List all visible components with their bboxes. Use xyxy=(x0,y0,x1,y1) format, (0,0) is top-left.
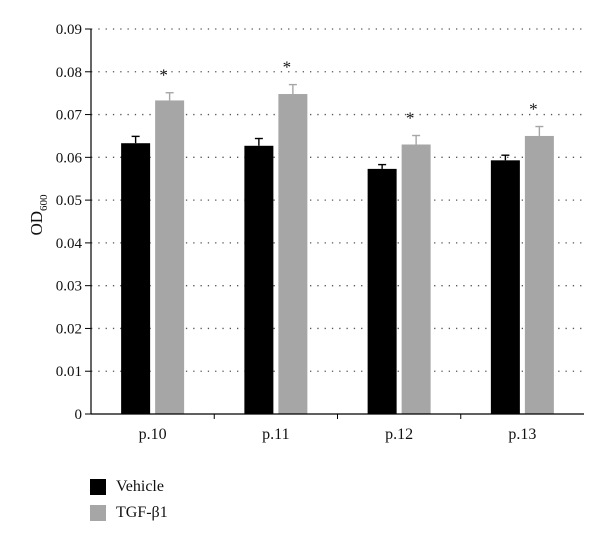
y-axis-label: OD600 xyxy=(27,194,50,236)
legend-label-vehicle: Vehicle xyxy=(116,478,164,495)
legend-swatch-vehicle xyxy=(90,479,106,495)
bar-vehicle xyxy=(121,143,151,414)
y-tick-label: 0.04 xyxy=(56,236,83,252)
legend-label-tgf-beta1: TGF-β1 xyxy=(116,504,168,521)
y-tick-label: 0 xyxy=(75,407,83,423)
y-tick-label: 0.05 xyxy=(56,193,82,209)
y-tick-label: 0.02 xyxy=(56,321,82,337)
bar-tgf-beta1 xyxy=(524,135,554,414)
y-axis-label-main: OD xyxy=(27,211,46,236)
bar-tgf-beta1 xyxy=(155,100,185,414)
x-tick-label: p.12 xyxy=(385,426,413,443)
legend-item-tgf-beta1: TGF-β1 xyxy=(90,500,168,526)
labels: 0 0.01 0.02 0.03 0.04 0.05 0.06 0.07 0.08 0.09 p.1… xyxy=(56,22,538,443)
bar-vehicle xyxy=(367,168,397,414)
y-axis-label-subscript: 600 xyxy=(38,194,50,211)
y-tick-label: 0.06 xyxy=(56,150,83,166)
x-tick-label: p.11 xyxy=(262,426,289,443)
significance-star: * xyxy=(159,66,168,85)
legend-swatch-tgf-beta1 xyxy=(90,505,106,521)
axes xyxy=(85,28,584,419)
bar-vehicle xyxy=(490,160,520,414)
bar-tgf-beta1 xyxy=(278,94,308,415)
y-tick-label: 0.08 xyxy=(56,65,82,81)
bar-vehicle xyxy=(244,145,274,415)
x-tick-label: p.10 xyxy=(139,426,167,443)
legend-item-vehicle: Vehicle xyxy=(90,474,168,500)
x-tick-label: p.13 xyxy=(508,426,536,443)
y-tick-label: 0.01 xyxy=(56,364,82,380)
significance-star: * xyxy=(406,109,415,128)
significance-star: * xyxy=(283,58,292,77)
bar-tgf-beta1 xyxy=(401,144,431,414)
y-tick-label: 0.09 xyxy=(56,22,82,38)
y-tick-label: 0.07 xyxy=(56,108,83,124)
bars xyxy=(121,83,554,415)
legend: Vehicle TGF-β1 xyxy=(90,474,168,526)
significance-star: * xyxy=(529,100,538,119)
y-tick-label: 0.03 xyxy=(56,279,82,295)
